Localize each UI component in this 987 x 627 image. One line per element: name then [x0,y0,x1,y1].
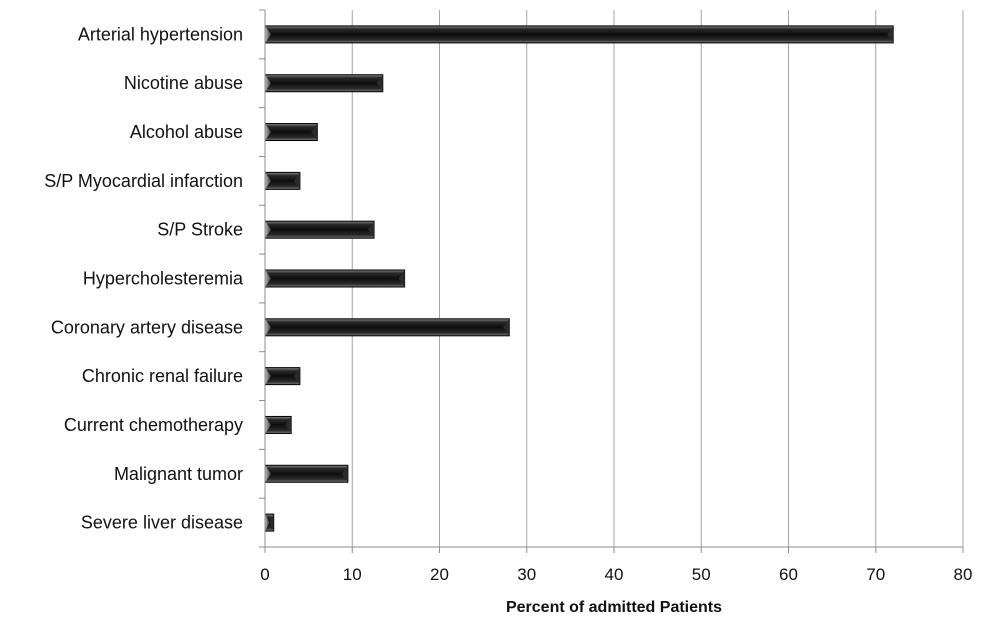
bar [264,123,318,142]
bar [264,415,292,434]
x-tick-label: 40 [605,565,624,584]
x-tick-label: 30 [517,565,536,584]
bar [264,25,894,44]
category-label: S/P Myocardial infarction [44,171,243,191]
bars [264,25,894,532]
x-tick-label: 60 [779,565,798,584]
x-tick-label: 70 [866,565,885,584]
x-tick-label: 50 [692,565,711,584]
x-tick-label: 10 [343,565,362,584]
category-label: Chronic renal failure [82,366,243,386]
x-tick-label: 0 [260,565,269,584]
category-labels: Arterial hypertension Nicotine abuse Alcoh… [44,24,244,532]
x-tick-label: 80 [954,565,973,584]
axes [259,9,964,553]
bar [264,513,275,532]
bar [264,220,375,239]
bar [264,367,301,386]
x-tick-label: 20 [430,565,449,584]
bar [264,269,406,288]
category-label: Severe liver disease [81,513,243,533]
bar [264,318,510,337]
bar [264,171,301,190]
category-label: Alcohol abuse [130,122,243,142]
category-label: Hypercholesteremia [83,269,244,289]
category-label: S/P Stroke [157,220,243,240]
x-axis-title: Percent of admitted Patients [506,599,722,616]
bar [264,464,349,483]
category-label: Malignant tumor [114,464,243,484]
category-label: Arterial hypertension [78,24,243,44]
category-label: Coronary artery disease [51,317,243,337]
category-label: Current chemotherapy [64,415,243,435]
category-label: Nicotine abuse [124,73,243,93]
bar [264,74,384,93]
gridlines [351,10,964,547]
x-tick-labels: 0 10 20 30 40 50 60 70 80 [260,565,972,584]
